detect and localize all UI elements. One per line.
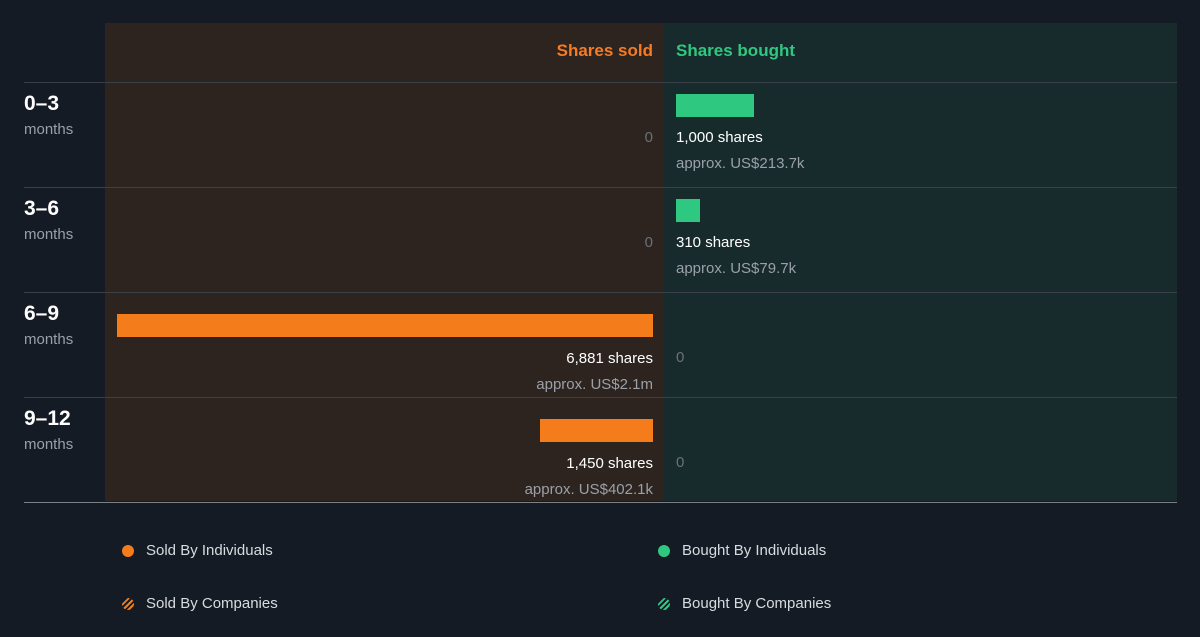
period-unit: months	[24, 331, 74, 348]
legend-item: Sold By Individuals	[122, 542, 273, 560]
legend-item: Sold By Companies	[122, 595, 278, 613]
bought-header: Shares bought	[676, 41, 796, 60]
sold-shares-label: 6,881 shares	[566, 350, 653, 367]
row-divider	[24, 292, 1177, 293]
bought-zero-label: 0	[676, 454, 685, 471]
period-unit: months	[24, 436, 74, 453]
period-unit: months	[24, 226, 74, 243]
legend-label: Sold By Individuals	[146, 542, 273, 559]
legend-label: Sold By Companies	[146, 595, 278, 612]
period-unit: months	[24, 121, 74, 138]
legend-label: Bought By Companies	[682, 595, 832, 612]
sold-bar	[117, 314, 653, 337]
row-divider	[24, 82, 1177, 83]
row-period-label: 0–3 months	[24, 91, 73, 139]
legend-item: Bought By Companies	[658, 595, 831, 613]
sold-header: Shares sold	[556, 41, 653, 60]
legend-label: Bought By Individuals	[682, 542, 827, 559]
row-divider	[24, 502, 1177, 503]
row-divider	[24, 187, 1177, 188]
bought-shares-label: 1,000 shares	[676, 129, 763, 146]
striped-dot-icon	[122, 598, 134, 610]
sold-bar	[540, 419, 653, 442]
legend-item: Bought By Individuals	[658, 542, 826, 560]
period-text: 0–3	[24, 92, 60, 115]
sold-zero-label: 0	[644, 234, 653, 251]
sold-approx-label: approx. US$2.1m	[536, 376, 653, 393]
sold-shares-label: 1,450 shares	[566, 455, 653, 472]
bought-approx-label: approx. US$213.7k	[676, 155, 805, 172]
sold-zero-label: 0	[644, 129, 653, 146]
solid-dot-icon	[658, 545, 670, 557]
striped-dot-icon	[658, 598, 670, 610]
bought-shares-label: 310 shares	[676, 234, 751, 251]
row-period-label: 6–9 months	[24, 301, 73, 349]
bought-bar	[676, 199, 700, 222]
sold-approx-label: approx. US$402.1k	[524, 481, 653, 498]
period-text: 9–12	[24, 407, 71, 430]
bought-bar	[676, 94, 754, 117]
row-period-label: 9–12 months	[24, 406, 73, 454]
bought-approx-label: approx. US$79.7k	[676, 260, 797, 277]
period-text: 6–9	[24, 302, 60, 325]
period-text: 3–6	[24, 197, 60, 220]
solid-dot-icon	[122, 545, 134, 557]
bought-zero-label: 0	[676, 349, 685, 366]
row-divider	[24, 397, 1177, 398]
row-period-label: 3–6 months	[24, 196, 73, 244]
